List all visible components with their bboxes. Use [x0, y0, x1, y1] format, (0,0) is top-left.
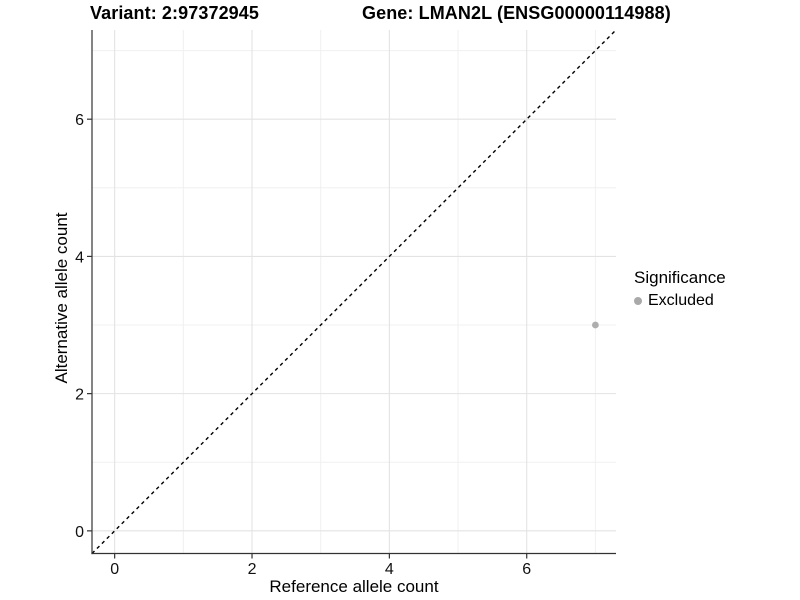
x-tick-label: 6 — [522, 561, 531, 578]
x-tick-label: 0 — [110, 561, 119, 578]
y-tick-label: 2 — [75, 387, 84, 404]
y-tick-label: 0 — [75, 524, 84, 541]
identity-reference-line — [91, 29, 617, 554]
plot-title-variant: Variant: 2:97372945 — [90, 3, 260, 23]
data-point — [591, 321, 599, 329]
x-tick-label: 2 — [248, 561, 257, 578]
legend-marker-icon — [634, 297, 642, 305]
x-tick-label: 4 — [385, 561, 394, 578]
plot-title-gene: Gene: LMAN2L (ENSG00000114988) — [362, 3, 671, 23]
y-tick-label: 6 — [75, 112, 84, 129]
legend-item-label: Excluded — [648, 292, 714, 309]
legend-item-excluded: Excluded — [634, 292, 726, 310]
y-axis-label: Alternative allele count — [52, 212, 71, 384]
legend-title: Significance — [634, 268, 726, 287]
x-axis-label: Reference allele count — [269, 577, 439, 596]
y-tick-label: 4 — [75, 249, 84, 266]
legend: Significance Excluded — [634, 268, 726, 310]
